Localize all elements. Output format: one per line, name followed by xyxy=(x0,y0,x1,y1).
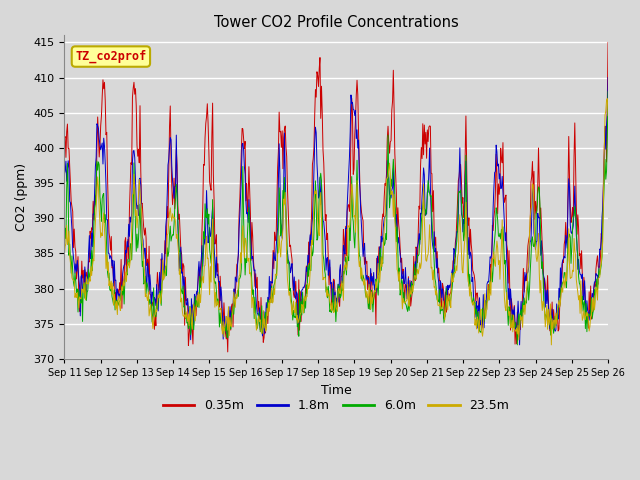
Legend: 0.35m, 1.8m, 6.0m, 23.5m: 0.35m, 1.8m, 6.0m, 23.5m xyxy=(158,395,515,418)
Y-axis label: CO2 (ppm): CO2 (ppm) xyxy=(15,163,28,231)
Title: Tower CO2 Profile Concentrations: Tower CO2 Profile Concentrations xyxy=(214,15,459,30)
Text: TZ_co2prof: TZ_co2prof xyxy=(76,50,147,63)
X-axis label: Time: Time xyxy=(321,384,351,396)
